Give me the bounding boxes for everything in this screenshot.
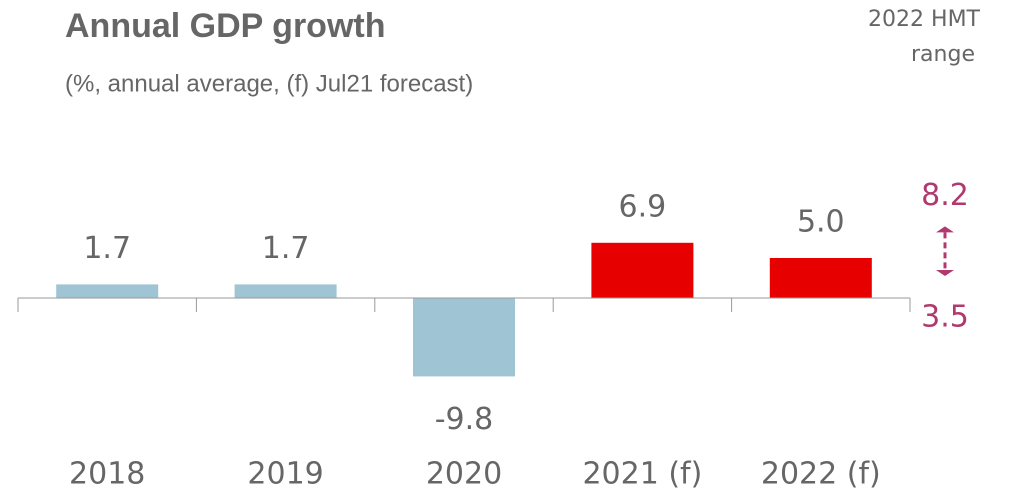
- bar: [56, 284, 159, 298]
- value-label: -9.8: [435, 402, 494, 437]
- range-high-label: 8.2: [921, 178, 969, 213]
- x-tick-label: 2020: [426, 457, 502, 492]
- chart-title: Annual GDP growth: [65, 7, 385, 45]
- range-low-label: 3.5: [921, 300, 969, 335]
- range-arrow-low: [936, 270, 954, 276]
- x-tick-label: 2018: [69, 457, 145, 492]
- x-tick-label: 2022 (f): [761, 457, 881, 492]
- range-title: 2022 HMT: [868, 7, 981, 32]
- chart-subtitle: (%, annual average, (f) Jul21 forecast): [65, 70, 473, 97]
- value-label: 6.9: [619, 189, 667, 224]
- x-tick-label: 2021 (f): [582, 457, 702, 492]
- bar: [591, 242, 694, 298]
- bar: [413, 298, 515, 377]
- value-label: 1.7: [83, 231, 131, 266]
- bar: [234, 284, 337, 298]
- value-label: 5.0: [797, 205, 845, 240]
- bar: [769, 258, 872, 298]
- range-arrow-high: [936, 226, 954, 233]
- value-label: 1.7: [262, 231, 310, 266]
- x-tick-label: 2019: [247, 457, 323, 492]
- range-title: range: [911, 42, 975, 67]
